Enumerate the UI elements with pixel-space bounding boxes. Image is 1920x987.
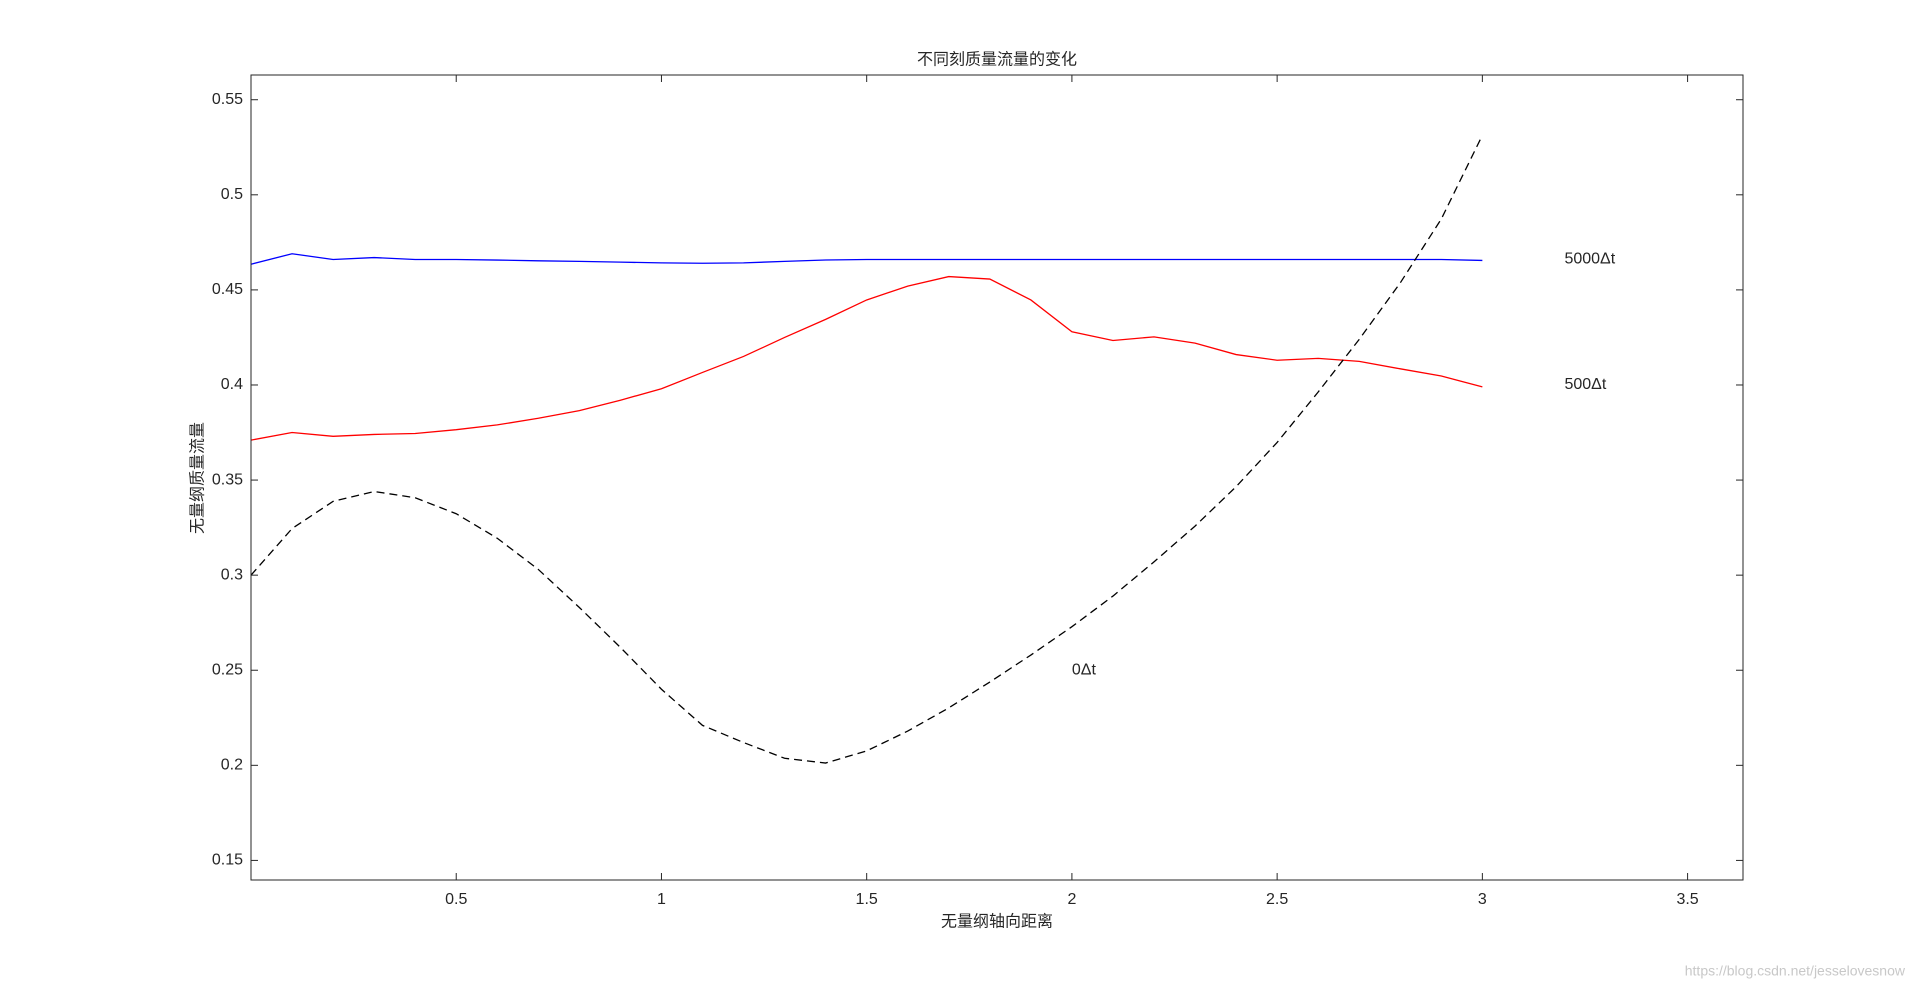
y-tick-label: 0.35 — [212, 471, 243, 488]
x-tick-label: 2 — [1067, 891, 1076, 908]
x-tick-label: 2.5 — [1266, 891, 1288, 908]
x-tick-label: 1.5 — [856, 891, 878, 908]
annotation: 500Δt — [1564, 376, 1606, 393]
data-line — [250, 275, 1483, 441]
y-tick-label: 0.25 — [212, 661, 243, 678]
annotation: 5000Δt — [1564, 251, 1615, 268]
plot-frame — [250, 74, 1744, 881]
y-tick-label: 0.3 — [221, 566, 243, 583]
y-tick-label: 0.4 — [221, 376, 243, 393]
data-line — [250, 253, 1483, 265]
y-tick-label: 0.5 — [221, 186, 243, 203]
y-tick-label: 0.55 — [212, 91, 243, 108]
y-tick-label: 0.15 — [212, 852, 243, 869]
y-axis-label: 无量纲质量流量 — [188, 422, 207, 534]
watermark: https://blog.csdn.net/jesselovesnow — [1685, 963, 1906, 979]
y-tick-label: 0.45 — [212, 281, 243, 298]
x-tick-label: 3.5 — [1676, 891, 1698, 908]
data-line — [250, 134, 1483, 764]
x-tick-label: 1 — [657, 891, 666, 908]
x-tick-label: 3 — [1478, 891, 1487, 908]
chart-title: 不同刻质量流量的变化 — [917, 50, 1077, 69]
annotation: 0Δt — [1072, 661, 1097, 678]
x-axis-label: 无量纲轴向距离 — [941, 912, 1053, 931]
y-tick-label: 0.2 — [221, 757, 243, 774]
x-tick-label: 0.5 — [445, 891, 467, 908]
